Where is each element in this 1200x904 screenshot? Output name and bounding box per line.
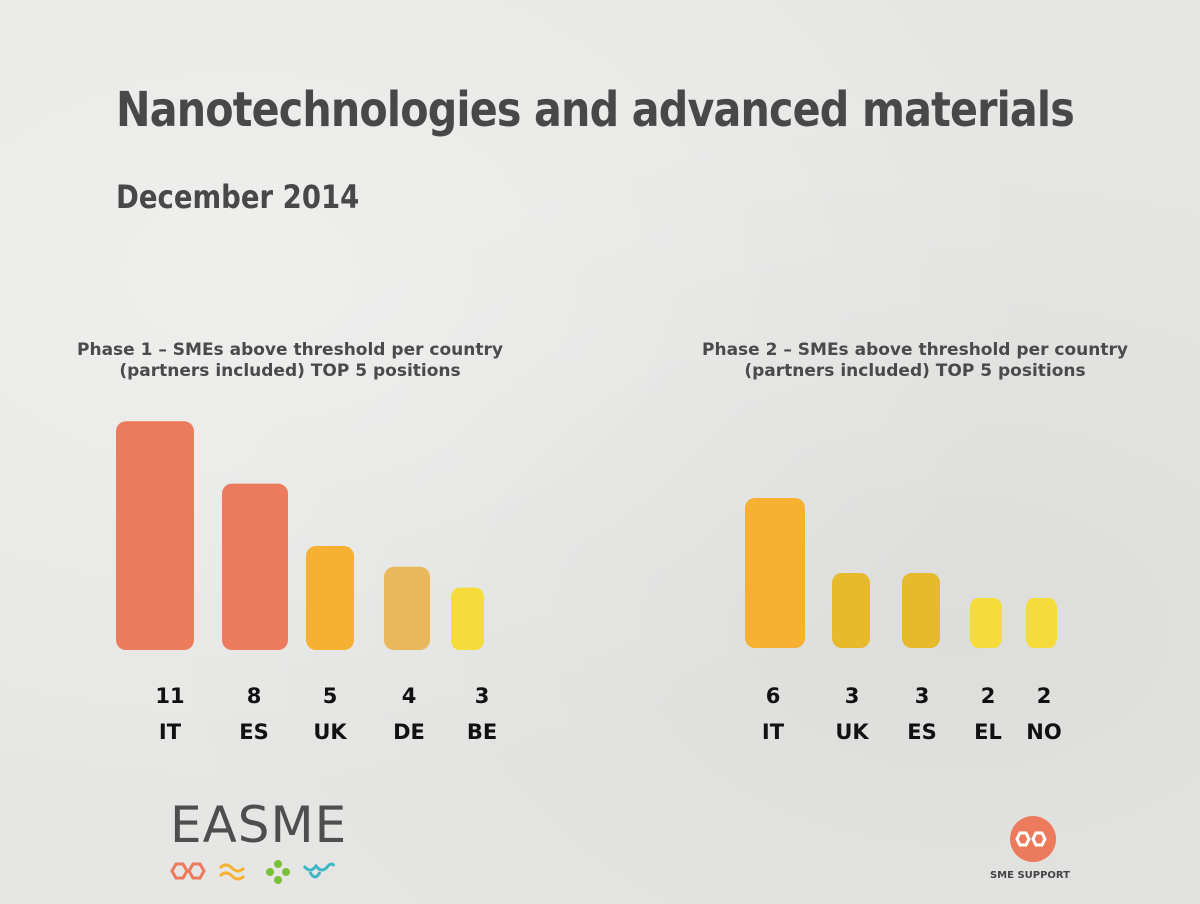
phase2-title-line2: (partners included) TOP 5 positions: [744, 361, 1086, 381]
page-subtitle: December 2014: [116, 178, 360, 216]
category-label-2-it: IT: [762, 720, 785, 744]
hexagon-icon: [170, 862, 206, 880]
wave-icon: [218, 863, 246, 881]
category-label-1-uk: UK: [313, 720, 347, 744]
value-label-2-it: 6: [766, 684, 781, 708]
sme-support-label: SME SUPPORT: [989, 870, 1071, 881]
easme-logo-icons: [170, 860, 336, 884]
bar-1-be: [451, 587, 484, 650]
phase1-chart-title: Phase 1 – SMEs above threshold per count…: [70, 340, 510, 382]
value-label-1-it: 11: [155, 684, 184, 708]
value-label-2-es: 3: [915, 684, 930, 708]
value-label-2-el: 2: [981, 684, 996, 708]
category-label-2-uk: UK: [835, 720, 869, 744]
bar-2-no: [1026, 598, 1057, 648]
bar-2-es: [902, 573, 940, 648]
category-label-1-es: ES: [239, 720, 268, 744]
bar-2-it: [745, 498, 805, 648]
easme-logo-text: EASME: [170, 796, 348, 854]
phase1-title-line2: (partners included) TOP 5 positions: [119, 361, 461, 381]
water-icon: [302, 862, 336, 879]
phase1-title-line1: Phase 1 – SMEs above threshold per count…: [77, 340, 503, 360]
category-label-2-el: EL: [974, 720, 1002, 744]
category-label-1-be: BE: [467, 720, 497, 744]
category-label-2-no: NO: [1026, 720, 1061, 744]
bar-1-it: [116, 421, 194, 650]
phase2-chart-title: Phase 2 – SMEs above threshold per count…: [695, 340, 1135, 382]
bar-1-es: [222, 483, 288, 650]
bar-1-de: [384, 566, 430, 650]
value-label-1-be: 3: [475, 684, 490, 708]
value-label-2-no: 2: [1037, 684, 1052, 708]
bar-2-uk: [832, 573, 870, 648]
sme-support-logo: [1010, 816, 1056, 862]
category-label-2-es: ES: [907, 720, 936, 744]
category-label-1-de: DE: [393, 720, 425, 744]
value-label-2-uk: 3: [845, 684, 860, 708]
bar-2-el: [970, 598, 1002, 648]
dots-cross-icon: [266, 860, 290, 884]
phase2-title-line1: Phase 2 – SMEs above threshold per count…: [702, 340, 1128, 360]
bar-1-uk: [306, 546, 354, 650]
value-label-1-de: 4: [402, 684, 417, 708]
value-label-1-es: 8: [247, 684, 262, 708]
category-label-1-it: IT: [159, 720, 182, 744]
page-title: Nanotechnologies and advanced materials: [116, 82, 1075, 138]
value-label-1-uk: 5: [323, 684, 338, 708]
